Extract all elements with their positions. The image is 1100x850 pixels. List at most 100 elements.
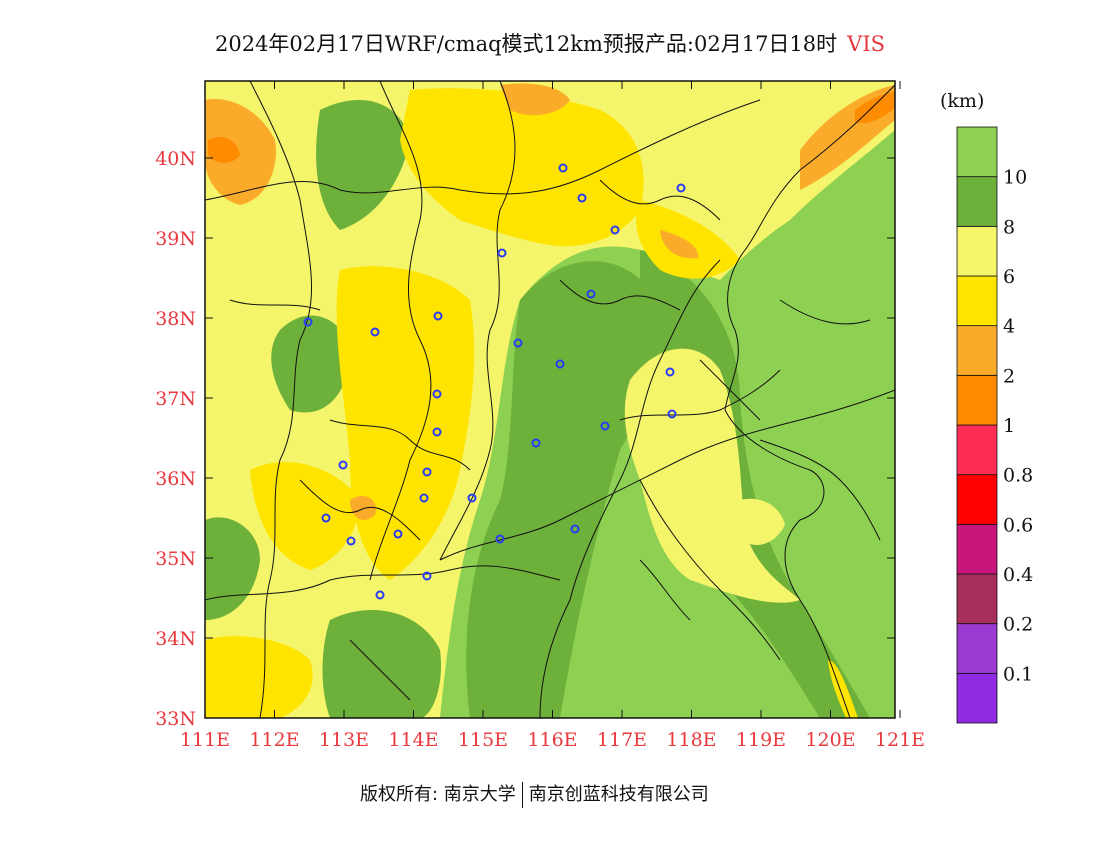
colorbar-swatch xyxy=(956,523,998,575)
colorbar-swatch xyxy=(956,672,998,724)
lon-label: 112E xyxy=(249,729,299,751)
lat-label: 40N xyxy=(155,148,196,170)
colorbar-swatch xyxy=(956,474,998,525)
lon-label: 119E xyxy=(736,729,786,751)
colorbar-swatch xyxy=(956,126,998,178)
lat-label: 38N xyxy=(155,308,196,330)
city-marker xyxy=(558,163,568,173)
lon-label: 116E xyxy=(527,729,577,751)
city-marker xyxy=(570,524,580,534)
field-2to4-nw xyxy=(205,99,276,205)
footer-copyright: 版权所有: 南京大学 南京创蓝科技有限公司 xyxy=(360,780,709,808)
city-marker xyxy=(495,534,505,544)
colorbar-label: 2 xyxy=(1003,365,1015,387)
field-1to2-nw xyxy=(208,136,240,163)
city-marker xyxy=(531,438,541,448)
city-marker xyxy=(610,225,620,235)
city-marker xyxy=(370,327,380,337)
colorbar-swatch xyxy=(956,573,998,625)
colorbar-unit: (km) xyxy=(940,90,985,112)
map-title: 2024年02月17日WRF/cmaq模式12km预报产品:02月17日18时 V… xyxy=(0,28,1100,58)
coastline xyxy=(724,84,895,718)
city-marker xyxy=(676,183,686,193)
colorbar-swatch xyxy=(956,225,998,277)
city-markers xyxy=(303,163,686,600)
lon-label: 118E xyxy=(666,729,716,751)
field-4to6-north xyxy=(400,88,644,247)
city-marker xyxy=(586,289,596,299)
latitude-axis: 33N 34N 35N 36N 37N 38N 39N 40N xyxy=(155,148,895,730)
field-4to6-ne xyxy=(636,200,740,279)
colorbar-swatch xyxy=(956,374,998,426)
field-8to10-nw xyxy=(316,100,410,230)
colorbar-label: 0.1 xyxy=(1003,663,1033,685)
lat-label: 37N xyxy=(155,388,196,410)
lon-label: 121E xyxy=(875,729,925,751)
city-marker xyxy=(555,359,565,369)
city-marker xyxy=(432,389,442,399)
colorbar-swatch xyxy=(956,325,998,376)
city-marker xyxy=(433,311,443,321)
city-marker xyxy=(665,367,675,377)
colorbar-label: 10 xyxy=(1003,167,1027,189)
lon-label: 113E xyxy=(319,729,369,751)
field-8to10-central xyxy=(466,261,654,718)
colorbar-label: 8 xyxy=(1003,216,1015,238)
colorbar-label: 0.8 xyxy=(1003,465,1033,487)
city-marker xyxy=(422,571,432,581)
field-4to6-sw xyxy=(205,636,313,718)
colorbar-label: 6 xyxy=(1003,266,1015,288)
field-2to4-w xyxy=(350,495,376,520)
colorbar-swatch xyxy=(956,275,998,327)
field-2to4-north xyxy=(500,83,570,116)
city-marker xyxy=(422,467,432,477)
longitude-axis: 111E 112E 113E 114E 115E 116E 117E 118E 119E 120E… xyxy=(180,81,925,751)
field-4to6-w xyxy=(250,461,360,570)
map-frame xyxy=(204,80,896,719)
field-4to6-coast xyxy=(828,660,858,718)
lon-label: 117E xyxy=(597,729,647,751)
city-marker xyxy=(321,513,331,523)
city-marker xyxy=(497,248,507,258)
city-marker xyxy=(432,427,442,437)
colorbar-swatch xyxy=(956,176,998,227)
city-marker xyxy=(667,409,677,419)
city-marker xyxy=(577,193,587,203)
colorbar-label: 0.2 xyxy=(1003,614,1033,636)
city-marker xyxy=(600,421,610,431)
lat-label: 35N xyxy=(155,548,196,570)
colorbar-swatch xyxy=(956,424,998,476)
colorbar: 0.1 0.2 0.4 0.6 0.8 1 2 4 6 8 10 xyxy=(956,126,1033,724)
lon-label: 120E xyxy=(805,729,855,751)
city-marker xyxy=(419,493,429,503)
colorbar-label: 0.4 xyxy=(1003,564,1033,586)
city-marker xyxy=(513,338,523,348)
lat-label: 36N xyxy=(155,468,196,490)
colorbar-label: 1 xyxy=(1003,415,1015,437)
colorbar-swatch xyxy=(956,623,998,674)
city-marker xyxy=(346,536,356,546)
lon-label: 115E xyxy=(458,729,508,751)
footer-separator xyxy=(521,782,523,808)
city-marker xyxy=(303,317,313,327)
lat-label: 34N xyxy=(155,628,196,650)
field-8to10-w2 xyxy=(322,610,441,718)
city-marker xyxy=(338,460,348,470)
field-1to2-ne xyxy=(855,92,895,124)
title-main: 2024年02月17日WRF/cmaq模式12km预报产品:02月17日18时 xyxy=(214,32,838,56)
visibility-field xyxy=(205,81,895,718)
lon-label: 114E xyxy=(388,729,438,751)
colorbar-label: 4 xyxy=(1003,316,1015,338)
field-6to8-coast xyxy=(740,498,785,545)
lon-label: 111E xyxy=(180,729,230,751)
footer-left: 版权所有: 南京大学 xyxy=(360,784,516,805)
city-marker xyxy=(393,529,403,539)
lat-label: 39N xyxy=(155,228,196,250)
admin-boundaries xyxy=(205,81,895,718)
lat-label: 33N xyxy=(155,708,196,730)
field-2to4-e xyxy=(660,230,699,259)
city-marker xyxy=(375,590,385,600)
city-marker xyxy=(467,493,477,503)
footer-right: 南京创蓝科技有限公司 xyxy=(528,784,709,805)
